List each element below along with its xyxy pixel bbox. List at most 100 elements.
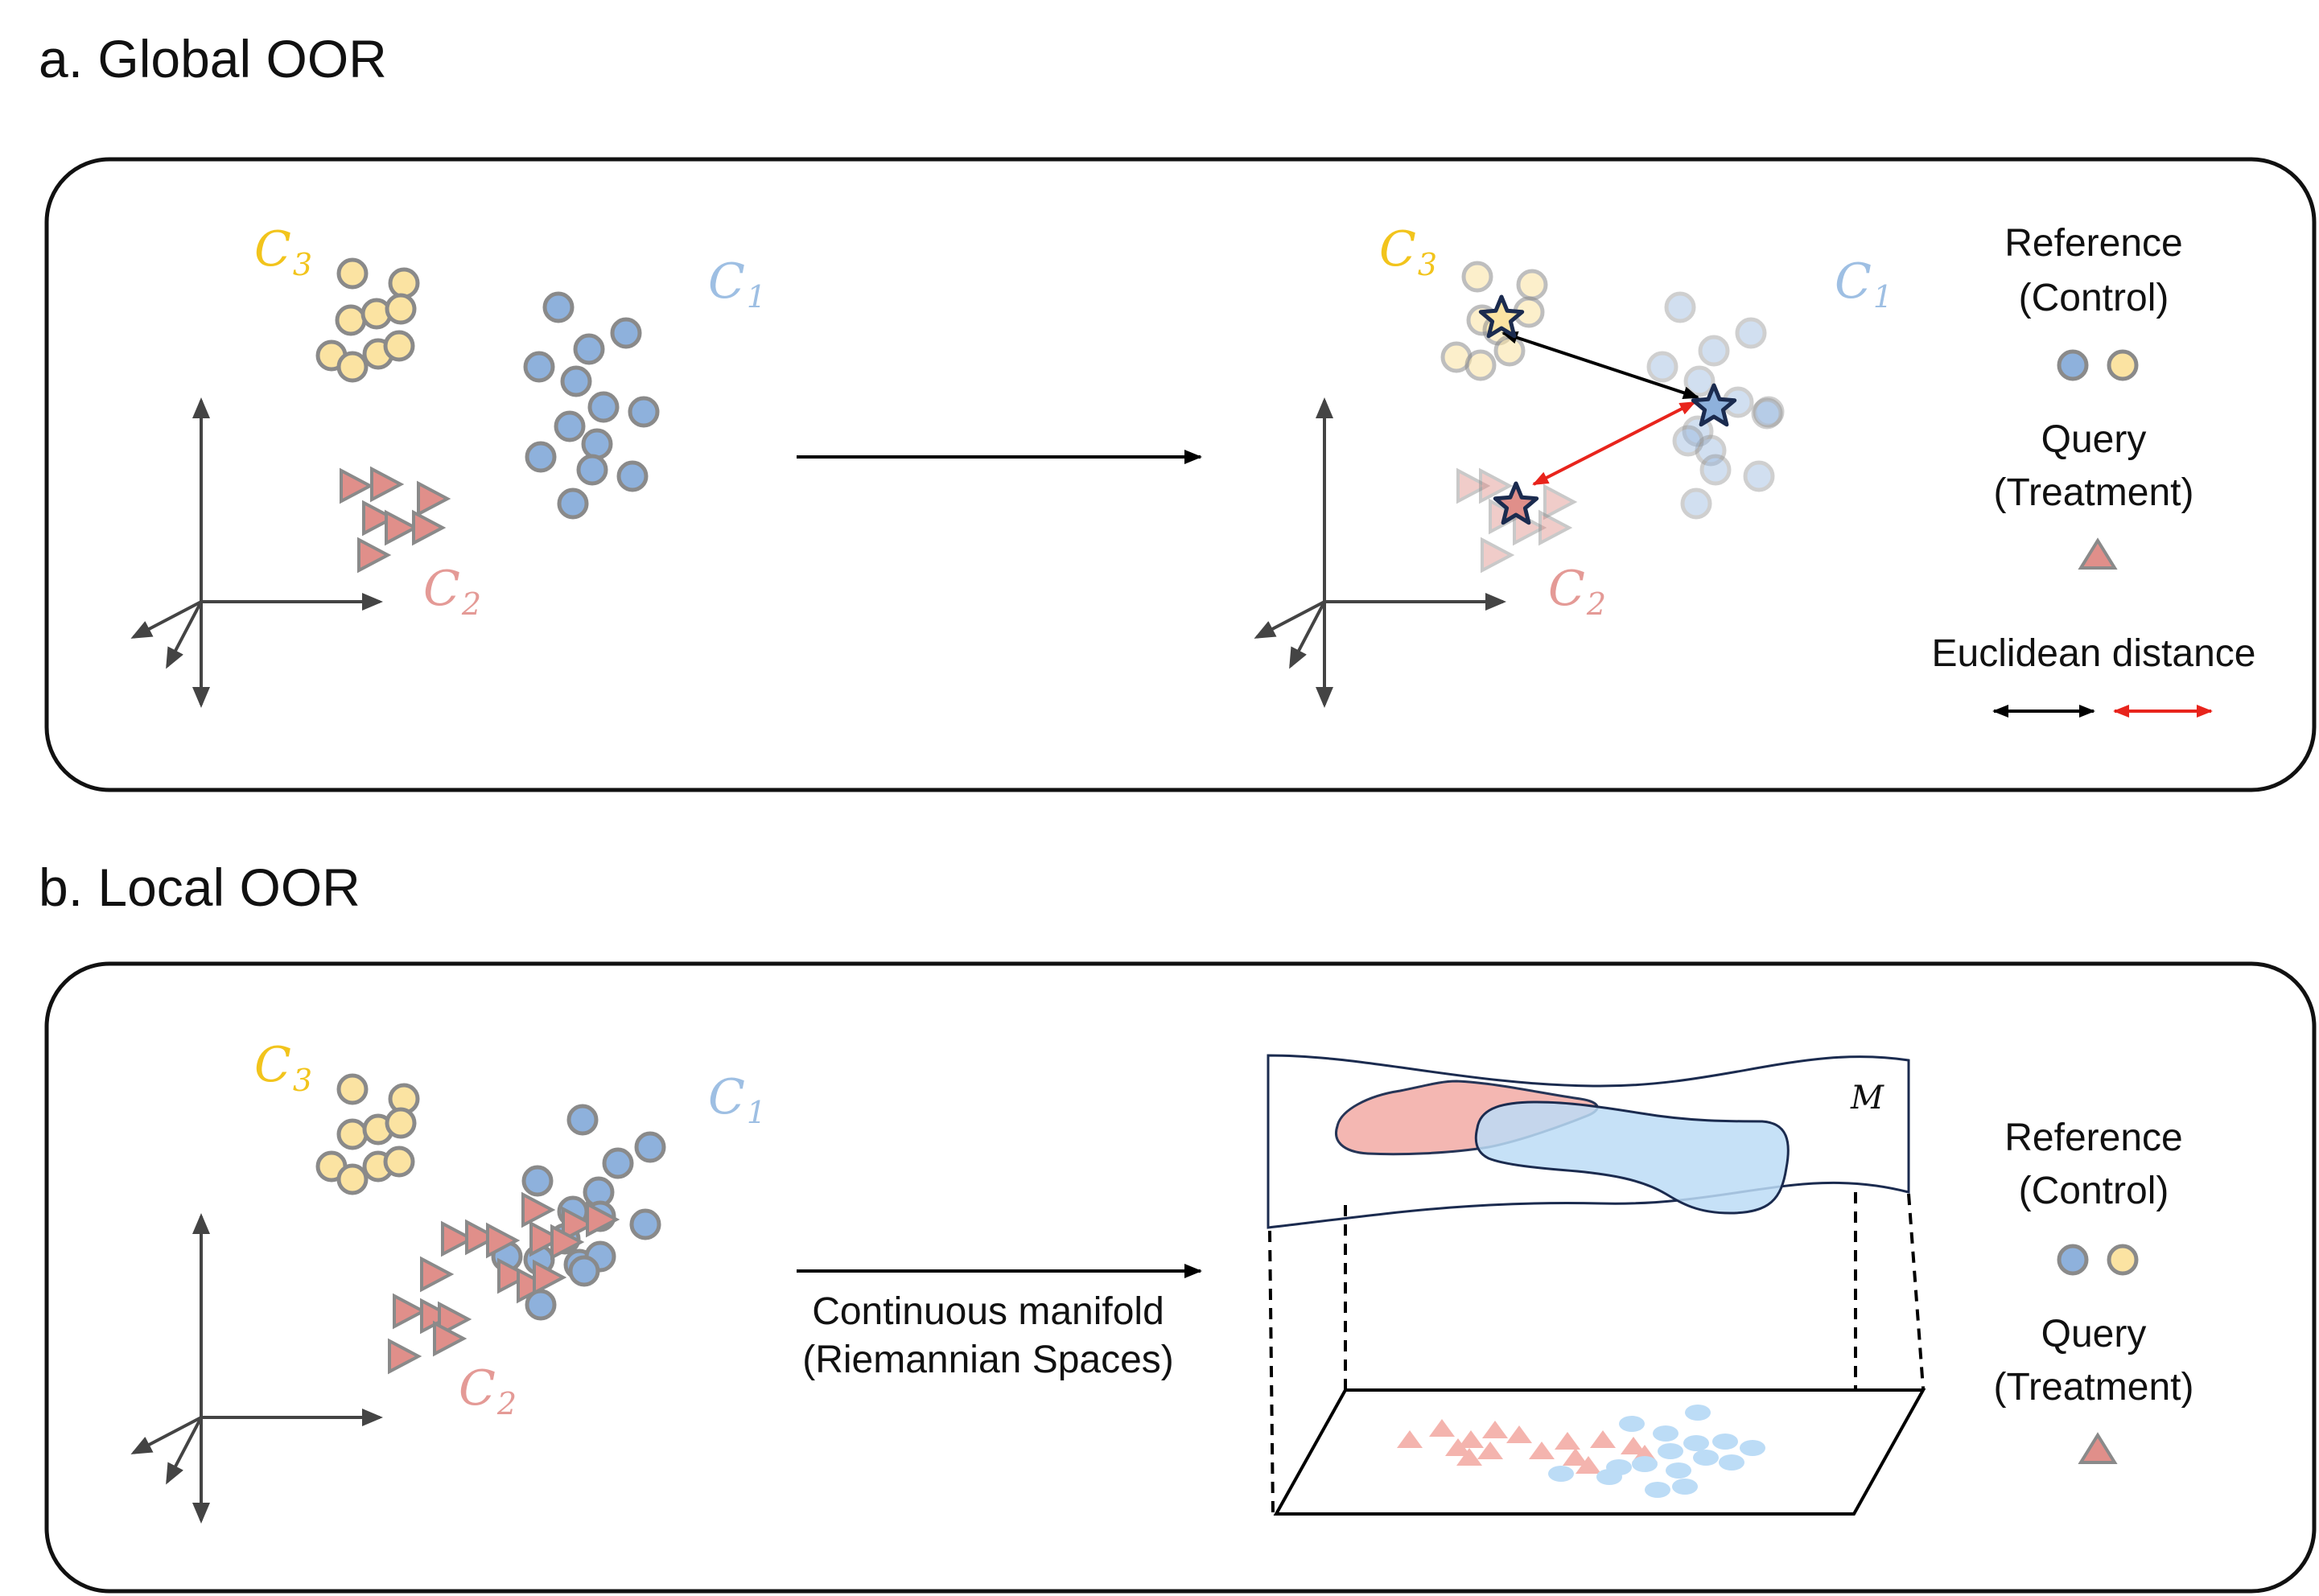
faded-red-triangle [1538,509,1573,546]
yellow-point [336,351,369,383]
blue-point [628,396,660,428]
yellow-point [335,304,367,336]
c3-label: C3 [254,221,312,282]
plane-blue-point [1693,1450,1719,1466]
legend-b-blue-circle [2057,1244,2089,1276]
faded-blue-point [1672,425,1704,457]
projection-line-4 [1907,1193,1925,1389]
panel-a-legend: Reference (Control) Query (Treatment) Eu… [1932,222,2255,718]
faded-red-triangle [1456,467,1491,504]
red-triangle [486,1222,521,1259]
legend-b-treatment-label: (Treatment) [1994,1366,2194,1409]
plane-blue-point [1645,1482,1670,1498]
blue-point [610,317,642,349]
legend-b-red-triangle [2078,1432,2118,1464]
a-right-axis-depth [1254,600,1325,639]
blue-point [573,333,605,365]
blue-point [587,391,620,423]
manifold-symbol: M [1850,1080,1884,1117]
yellow-point [336,1118,369,1150]
plane-blue-point [1653,1425,1678,1442]
panel-b-title: b. Local OOR [39,858,360,917]
panel-a-frame [44,157,2317,792]
arrow-caption-line2: (Riemannian Spaces) [802,1339,1174,1381]
manifold-diagram: M [1267,1054,1926,1516]
blue-point [576,454,608,486]
faded-blue-point [1735,317,1767,349]
red-triangle [441,1220,476,1257]
faded-blue-point [1664,291,1696,323]
faded-blue-point [1646,351,1678,383]
plane-red-triangle [1482,1421,1508,1438]
yellow-centroid-star [1478,294,1525,339]
red-triangle [433,1320,468,1357]
plane-blue-point [1666,1462,1691,1479]
legend-yellow-circle [2107,349,2139,381]
blue-point [566,1104,599,1136]
blue-point [557,487,589,520]
faded-red-triangle [1543,483,1578,520]
c2-label: C2 [459,1360,517,1421]
plane-blue-point [1658,1443,1683,1459]
plane-blue-point [1712,1434,1738,1450]
panel-a-title: a. Global OOR [39,29,387,88]
legend-b-control-label: (Control) [2019,1170,2169,1212]
plane-blue-point [1596,1469,1622,1485]
faded-blue-point [1753,396,1785,428]
projection-line-3 [1268,1230,1275,1515]
c2-label: C2 [423,561,481,622]
b-left-axis-diag [166,1417,203,1485]
yellow-point [383,330,415,362]
blue-point [629,1208,661,1240]
faded-yellow-point [1464,349,1497,381]
red-distance-arrow [1532,401,1696,486]
legend-blue-circle [2057,349,2089,381]
yellow-point [336,257,369,290]
red-triangle [340,467,374,504]
plane-red-triangle [1529,1442,1555,1459]
blue-point [634,1131,666,1163]
plane-blue-point [1548,1466,1574,1482]
red-triangle [562,1206,596,1243]
blue-centroid-star [1691,383,1737,427]
c1-label: C1 [708,1069,766,1130]
plane-red-triangle [1477,1442,1503,1459]
yellow-point [385,293,417,325]
plane-red-triangle [1576,1456,1601,1474]
c1-label: C1 [1835,253,1893,315]
faded-red-triangle [1479,467,1514,504]
yellow-point [388,267,420,299]
blue-point [616,460,649,492]
red-triangle [393,1293,427,1330]
red-triangle [420,1256,455,1293]
legend-treatment-label: (Treatment) [1994,471,2194,514]
yellow-point [336,1073,369,1105]
panel-b-original-space: C3 C1 C2 [130,1037,766,1524]
blue-point [523,351,555,383]
plane-red-triangle [1555,1432,1580,1450]
blue-point [560,365,592,397]
plane-blue-point [1619,1416,1645,1432]
plane-blue-point [1632,1456,1658,1472]
faded-yellow-point [1461,261,1493,293]
blue-point [602,1147,634,1179]
faded-yellow-point [1516,269,1548,301]
plane-blue-point [1740,1440,1765,1456]
faded-blue-point [1695,434,1727,467]
legend-red-triangle [2078,537,2118,570]
red-triangle [533,1259,567,1296]
panel-b-legend: Reference (Control) Query (Treatment) [1994,1117,2194,1464]
legend-b-yellow-circle [2107,1244,2139,1276]
faded-red-triangle [1481,537,1515,574]
red-triangle [388,1338,422,1375]
legend-control-label: (Control) [2019,277,2169,319]
a-right-axis-diag [1289,601,1326,669]
blue-point [521,1165,554,1197]
legend-b-query-label: Query [2041,1313,2147,1355]
arrow-caption-line1: Continuous manifold [812,1290,1164,1333]
plane-blue-point [1685,1405,1711,1421]
a-left-axis-diag [166,601,203,669]
plane-red-triangle [1506,1425,1532,1443]
blue-point [542,291,575,323]
plane-red-triangle [1429,1419,1455,1437]
